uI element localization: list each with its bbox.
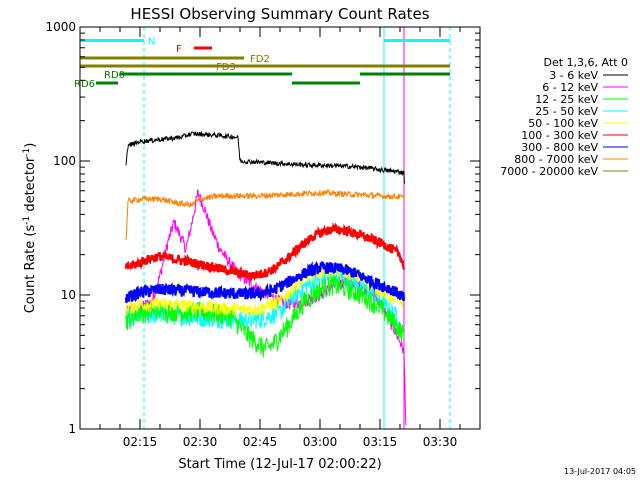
x-tick-label: 02:45 <box>243 435 278 449</box>
series-line <box>125 130 405 184</box>
flag-label: RD0 <box>104 70 125 81</box>
legend-header: Det 1,3,6, Att 0 <box>544 56 628 69</box>
plot-frame <box>79 26 481 430</box>
series-line <box>124 261 406 304</box>
series-line <box>125 275 405 358</box>
legend-label: 3 - 6 keV <box>549 69 598 82</box>
x-tick-label: 03:15 <box>363 435 398 449</box>
x-tick-label: 02:30 <box>183 435 218 449</box>
timestamp: 13-Jul-2017 04:05 <box>564 467 636 476</box>
legend-label: 7000 - 20000 keV <box>500 165 598 178</box>
x-tick-label: 03:30 <box>423 435 458 449</box>
flag-label: FD3 <box>216 62 236 73</box>
y-tick-label: 1000 <box>45 20 76 34</box>
flag-label: FD2 <box>250 54 270 65</box>
chart-title: HESSI Observing Summary Count Rates <box>130 5 429 23</box>
y-tick-label: 1 <box>68 422 76 436</box>
x-tick-label: 02:15 <box>123 435 158 449</box>
legend-label: 300 - 800 keV <box>521 141 598 154</box>
y-axis-label: Count Rate (s-1 detector-1) <box>22 143 38 314</box>
flag-label: F <box>176 44 182 55</box>
legend-label: 6 - 12 keV <box>542 81 598 94</box>
legend-label: 800 - 7000 keV <box>514 153 598 166</box>
series-line <box>125 262 405 317</box>
flag-label: N <box>148 37 155 48</box>
series-line <box>124 222 406 283</box>
y-tick-label: 10 <box>61 288 76 302</box>
flag-label: RD6 <box>74 79 95 90</box>
x-axis-label: Start Time (12-Jul-17 02:00:22) <box>178 457 381 472</box>
series-line <box>125 188 405 240</box>
legend-label: 25 - 50 keV <box>535 105 598 118</box>
y-tick-label: 100 <box>53 154 76 168</box>
legend-label: 50 - 100 keV <box>528 117 598 130</box>
legend-label: 12 - 25 keV <box>535 93 598 106</box>
x-tick-label: 03:00 <box>303 435 338 449</box>
legend-label: 100 - 300 keV <box>521 129 598 142</box>
